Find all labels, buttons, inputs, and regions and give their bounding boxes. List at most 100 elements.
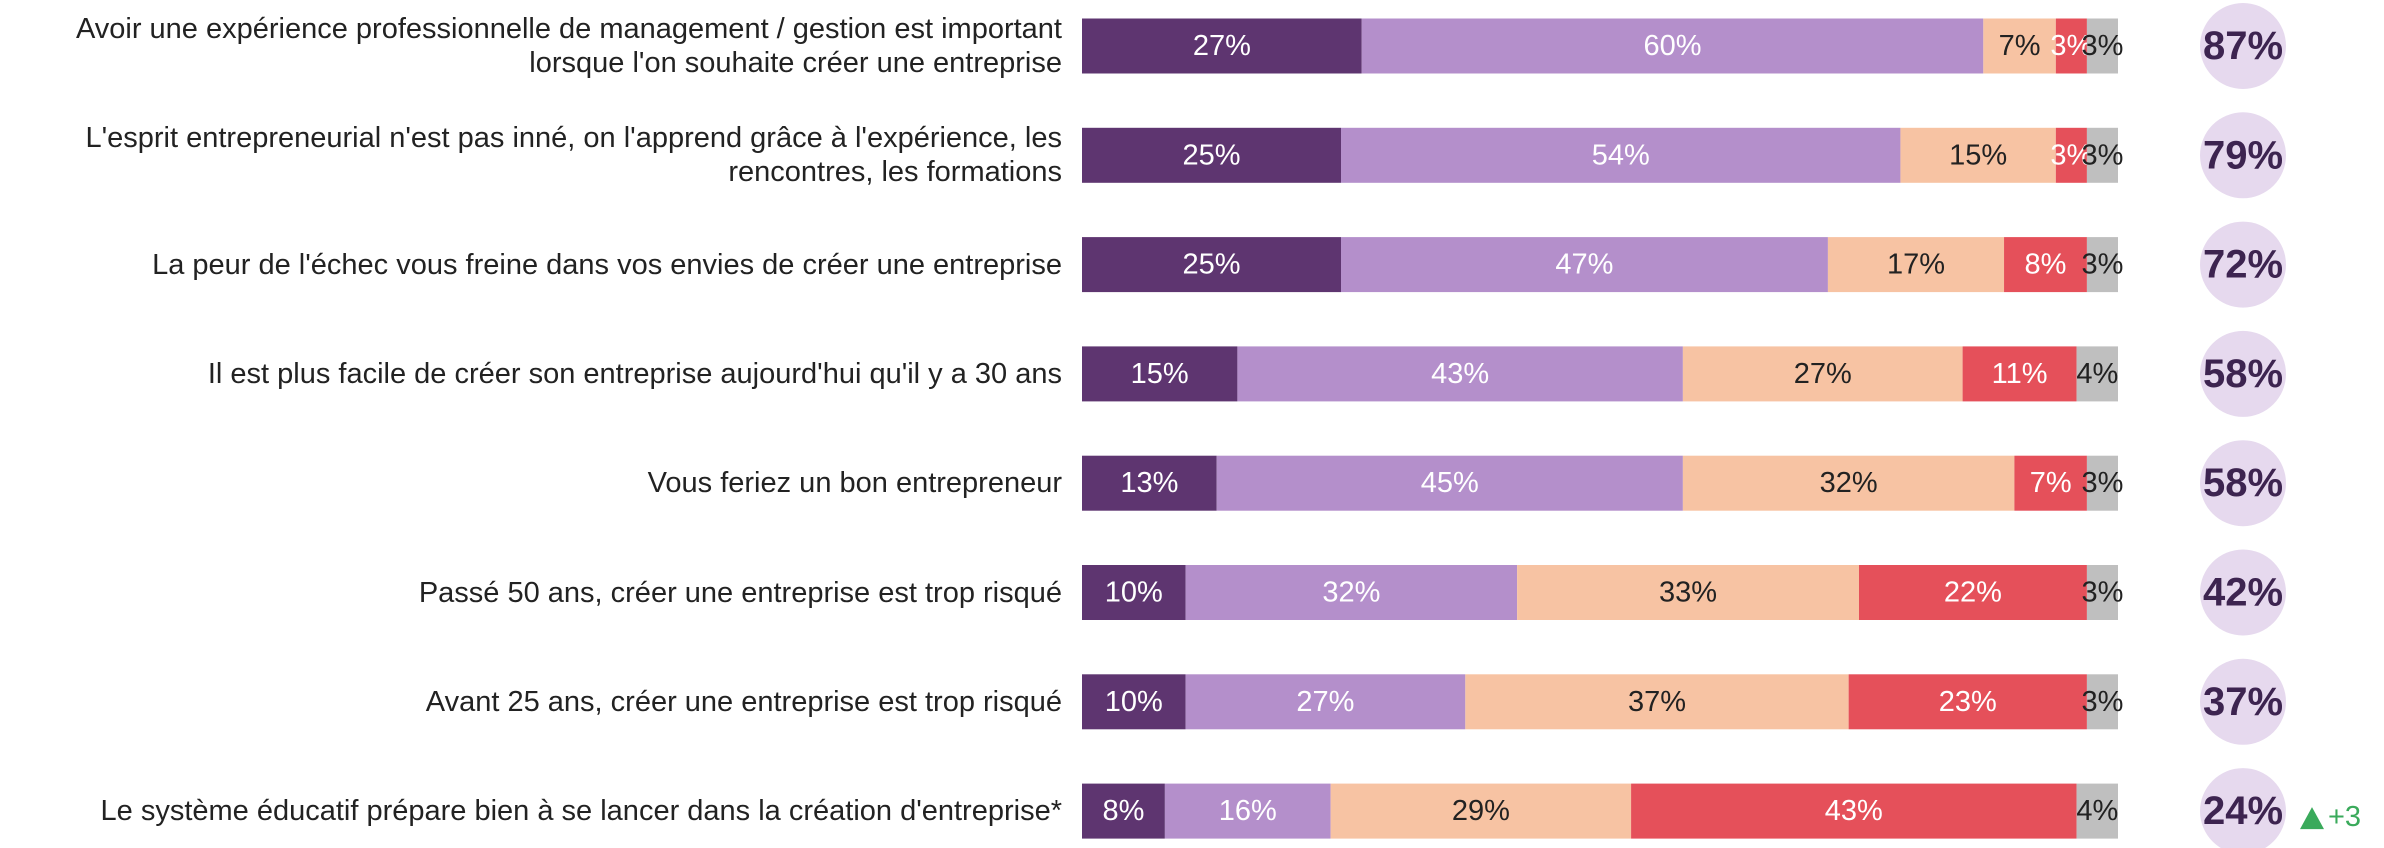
category-label: Avant 25 ans, créer une entreprise est t… bbox=[425, 685, 1062, 718]
bar-segment bbox=[1859, 565, 2087, 620]
total-label: 42% bbox=[2203, 571, 2283, 615]
value-label: 10% bbox=[1105, 577, 1163, 609]
value-label: 3% bbox=[2050, 139, 2092, 171]
bar-segment bbox=[2004, 237, 2087, 293]
total-label: 72% bbox=[2203, 243, 2283, 287]
bar-segment bbox=[1082, 346, 1238, 402]
bar-segment bbox=[2055, 18, 2087, 74]
value-label: 11% bbox=[1992, 358, 2048, 390]
total-circle bbox=[2200, 221, 2286, 308]
category-label: Avoir une expérience professionnelle de … bbox=[75, 13, 1062, 79]
bar-segment bbox=[1962, 346, 2077, 402]
bar-segment bbox=[1082, 674, 1186, 730]
bar-segment bbox=[1330, 783, 1632, 839]
bar-segment bbox=[1517, 565, 1859, 620]
bar-segment bbox=[1983, 18, 2056, 74]
value-label: 3% bbox=[2081, 139, 2123, 171]
bar-segment bbox=[1341, 127, 1901, 183]
value-label: 43% bbox=[1431, 358, 1489, 390]
value-label: 8% bbox=[1102, 795, 1144, 827]
value-label: 27% bbox=[1193, 30, 1251, 62]
bar-segment bbox=[2076, 346, 2118, 402]
bar-segment bbox=[1164, 783, 1331, 839]
total-circle bbox=[2200, 549, 2286, 636]
bar-segment bbox=[2086, 237, 2118, 293]
total-circle bbox=[2200, 112, 2286, 199]
total-label: 24% bbox=[2203, 789, 2283, 833]
value-label: 27% bbox=[1794, 358, 1852, 390]
value-label: 7% bbox=[2030, 467, 2072, 499]
value-label: 29% bbox=[1452, 795, 1510, 827]
bar-segment bbox=[2086, 565, 2118, 620]
total-label: 58% bbox=[2203, 352, 2283, 396]
value-label: 33% bbox=[1659, 577, 1717, 609]
bar-segment bbox=[2086, 455, 2118, 511]
value-label: 25% bbox=[1182, 139, 1240, 171]
total-circle bbox=[2200, 330, 2286, 417]
bar-segment bbox=[1682, 346, 1963, 402]
category-label: Il est plus facile de créer son entrepri… bbox=[207, 357, 1062, 390]
value-label: 4% bbox=[2076, 358, 2118, 390]
bar-segment bbox=[2086, 127, 2118, 183]
bar-segment bbox=[1082, 783, 1165, 839]
value-label: 15% bbox=[1949, 139, 2007, 171]
value-label: 3% bbox=[2081, 467, 2123, 499]
value-label: 13% bbox=[1120, 467, 1178, 499]
bar-segment bbox=[1631, 783, 2077, 839]
value-label: 54% bbox=[1592, 139, 1650, 171]
total-circle bbox=[2200, 440, 2286, 527]
bar-segment bbox=[2086, 674, 2118, 730]
value-label: 22% bbox=[1944, 577, 2002, 609]
annotation: +3 bbox=[2328, 801, 2361, 833]
bar-segment bbox=[1082, 237, 1341, 293]
bar-segment bbox=[1827, 237, 2005, 293]
value-label: 43% bbox=[1825, 795, 1883, 827]
bar-segment bbox=[1082, 565, 1186, 620]
total-circle bbox=[2200, 658, 2286, 745]
bar-segment bbox=[1216, 455, 1683, 511]
bar-segment bbox=[1082, 455, 1217, 511]
value-label: 60% bbox=[1643, 30, 1701, 62]
value-label: 17% bbox=[1887, 249, 1945, 281]
category-label: Le système éducatif prépare bien à se la… bbox=[100, 795, 1063, 828]
category-label: La peur de l'échec vous freine dans vos … bbox=[152, 248, 1062, 281]
category-label: L'esprit entrepreneurial n'est pas inné,… bbox=[85, 122, 1062, 189]
value-label: 45% bbox=[1421, 467, 1479, 499]
category-label: Vous feriez un bon entrepreneur bbox=[647, 467, 1062, 500]
value-label: 3% bbox=[2081, 577, 2123, 609]
value-label: 47% bbox=[1555, 249, 1613, 281]
total-circle bbox=[2200, 768, 2286, 848]
category-label: Passé 50 ans, créer une entreprise est t… bbox=[418, 576, 1062, 609]
total-circle bbox=[2200, 3, 2286, 89]
up-triangle bbox=[2300, 807, 2324, 830]
bar-segment bbox=[1361, 18, 1984, 74]
bar-segment bbox=[1185, 674, 1466, 730]
value-label: 16% bbox=[1219, 795, 1277, 827]
bar-segment bbox=[1848, 674, 2087, 730]
value-label: 3% bbox=[2050, 30, 2092, 62]
value-label: 27% bbox=[1296, 686, 1354, 718]
bar-segment bbox=[1082, 127, 1341, 183]
bar-segment bbox=[1465, 674, 1849, 730]
value-label: 4% bbox=[2076, 795, 2118, 827]
value-label: 7% bbox=[1999, 30, 2041, 62]
total-label: 37% bbox=[2203, 680, 2283, 724]
bar-segment bbox=[1341, 237, 1828, 293]
bar-segment bbox=[2055, 127, 2087, 183]
total-label: 79% bbox=[2203, 133, 2283, 177]
bar-segment bbox=[1682, 455, 2015, 511]
value-label: 32% bbox=[1820, 467, 1878, 499]
bar-segment bbox=[1900, 127, 2056, 183]
value-label: 15% bbox=[1131, 358, 1189, 390]
value-label: 25% bbox=[1182, 249, 1240, 281]
value-label: 3% bbox=[2081, 249, 2123, 281]
value-label: 23% bbox=[1939, 686, 1997, 718]
value-label: 37% bbox=[1628, 686, 1686, 718]
value-label: 32% bbox=[1322, 577, 1380, 609]
bar-segment bbox=[1082, 18, 1362, 74]
total-label: 87% bbox=[2203, 24, 2283, 68]
total-label: 58% bbox=[2203, 461, 2283, 505]
bar-segment bbox=[2076, 783, 2118, 839]
